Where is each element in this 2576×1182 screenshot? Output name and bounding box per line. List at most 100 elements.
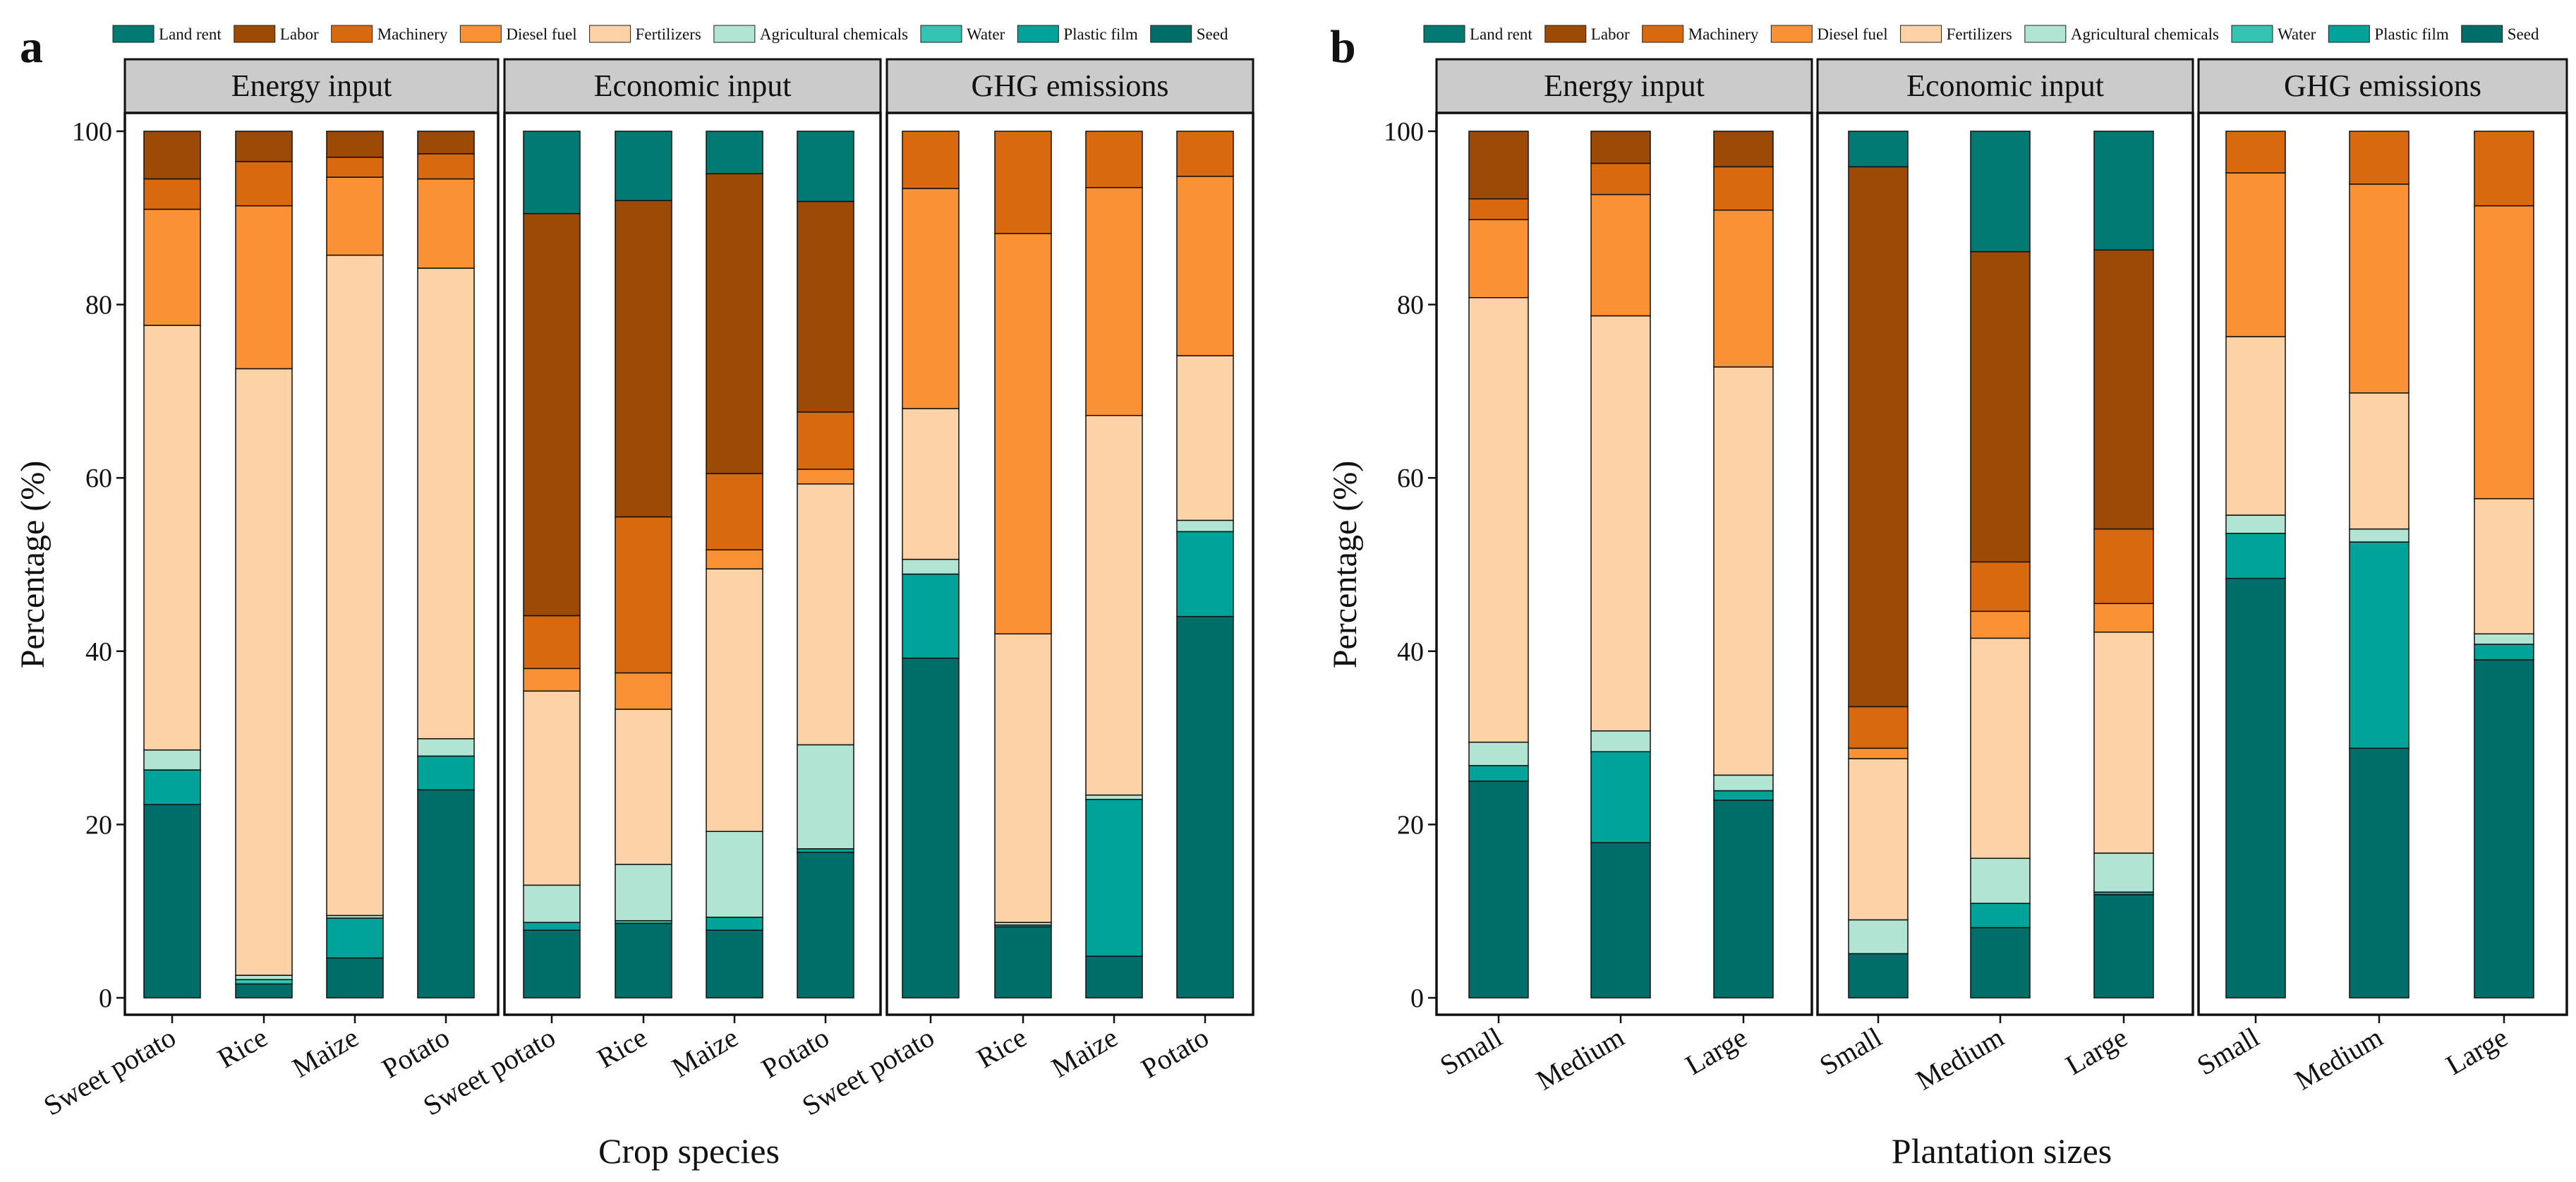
bar-segment-agricultural-chemicals <box>706 831 763 918</box>
legend-swatch-fertilizers <box>1900 25 1942 43</box>
bar-segment-water <box>235 979 293 985</box>
facet-title: GHG emissions <box>972 68 1169 103</box>
x-tick-label: Rice <box>592 1021 653 1075</box>
bar-segment-diesel-fuel <box>143 208 201 326</box>
bar-segment-plastic-film <box>326 917 384 959</box>
bar-segment-labor <box>1468 131 1529 200</box>
bar-segment-agricultural-chemicals <box>615 864 672 922</box>
legend-swatch-land-rent <box>1423 25 1465 43</box>
legend-label-plastic-film: Plastic film <box>2374 25 2449 43</box>
bar-segment-labor <box>523 212 581 617</box>
bar-segment-agricultural-chemicals <box>1590 730 1651 752</box>
bar-segment-seed <box>417 789 475 999</box>
facet-title: Energy input <box>231 68 392 103</box>
bar-segment-land-rent <box>1848 131 1909 168</box>
facet-title: Economic input <box>594 68 792 103</box>
legend-label-labor: Labor <box>1591 25 1630 43</box>
bar-segment-diesel-fuel <box>2474 205 2534 500</box>
facet-ghg-emissions: GHG emissions Small Medium Large <box>2191 58 2568 1097</box>
bar-segment-seed <box>706 929 763 999</box>
x-tick-label: Large <box>1680 1021 1753 1081</box>
bar-segment-machinery <box>615 516 672 674</box>
bar-segment-diesel-fuel <box>1848 747 1909 759</box>
bar-segment-labor <box>326 131 384 158</box>
bar-stack-large <box>1713 131 1774 999</box>
panel-a: a Land rent Labor Machinery Diesel fuel Ferti… <box>14 21 1254 1171</box>
bar-segment-labor <box>615 200 672 518</box>
y-tick-label: 60 <box>1397 464 1424 493</box>
bar-segment-plastic-film <box>902 573 960 659</box>
bar-segment-fertilizers <box>1176 355 1234 521</box>
bar-stack-medium <box>2349 131 2409 999</box>
bar-segment-labor <box>143 131 201 180</box>
bar-segment-seed <box>1176 615 1234 999</box>
facet-economic-input: Economic input Small Medium Large <box>1814 58 2194 1097</box>
x-tick-label: Medium <box>2290 1021 2388 1097</box>
legend-label-seed: Seed <box>2508 25 2539 43</box>
bar-segment-labor <box>1848 166 1909 708</box>
bar-segment-fertilizers <box>1468 297 1529 743</box>
legend-label-diesel-fuel: Diesel fuel <box>506 25 576 43</box>
bar-stack-rice <box>235 131 293 999</box>
bar-segment-seed <box>797 851 854 999</box>
bar-segment-fertilizers <box>1970 637 2031 860</box>
bar-segment-diesel-fuel <box>2349 183 2409 394</box>
bar-segment-seed <box>2349 747 2409 999</box>
x-tick-label: Rice <box>212 1021 273 1075</box>
bar-segment-fertilizers <box>1085 415 1143 796</box>
y-tick-label: 80 <box>1397 291 1424 320</box>
bar-segment-machinery <box>797 411 854 470</box>
y-tick-label: 40 <box>1397 637 1424 667</box>
bar-segment-labor <box>706 173 763 474</box>
legend-swatch-water <box>920 25 962 43</box>
bar-segment-diesel-fuel <box>797 469 854 485</box>
legend-label-fertilizers: Fertilizers <box>1947 25 2012 43</box>
bar-segment-diesel-fuel <box>1970 610 2031 639</box>
x-axis-label: Crop species <box>598 1131 780 1171</box>
legend-label-agricultural-chemicals: Agricultural chemicals <box>2071 25 2219 43</box>
x-tick-label: Small <box>2191 1021 2264 1082</box>
bar-segment-land-rent <box>523 131 581 215</box>
bar-segment-machinery <box>706 473 763 550</box>
legend-label-machinery: Machinery <box>1688 25 1759 43</box>
legend-swatch-plastic-film <box>2328 25 2370 43</box>
bar-segment-fertilizers <box>2225 336 2286 516</box>
bar-segment-seed <box>143 804 201 999</box>
bar-segment-machinery <box>2225 131 2286 174</box>
bar-segment-seed <box>1713 800 1774 999</box>
facet-strip <box>2197 58 2568 114</box>
bar-segment-diesel-fuel <box>706 549 763 569</box>
panel-letter: b <box>1330 21 1356 73</box>
bar-segment-agricultural-chemicals <box>417 738 475 757</box>
facet-strip <box>1435 58 1813 114</box>
facet-border <box>1435 111 1813 1016</box>
legend-swatch-machinery <box>331 25 373 43</box>
bar-segment-machinery <box>143 178 201 210</box>
bar-segment-plastic-film <box>1085 799 1143 957</box>
legend-label-land-rent: Land rent <box>1470 25 1532 43</box>
bar-segment-agricultural-chemicals <box>2093 852 2154 893</box>
bar-segment-fertilizers <box>706 568 763 832</box>
legend-swatch-agricultural-chemicals <box>713 25 756 43</box>
bar-segment-labor <box>1590 131 1651 164</box>
x-tick-label: Sweet potato <box>38 1021 181 1122</box>
bar-segment-agricultural-chemicals <box>1970 857 2031 904</box>
facet-title: Energy input <box>1544 68 1705 103</box>
bar-segment-diesel-fuel <box>1590 193 1651 317</box>
bar-segment-labor <box>797 200 854 413</box>
bar-segment-fertilizers <box>2474 497 2534 634</box>
x-tick-label: Small <box>1434 1021 1507 1082</box>
bar-segment-seed <box>1590 842 1651 999</box>
bar-segment-labor <box>1970 251 2031 563</box>
bar-segment-land-rent <box>1970 131 2031 253</box>
bar-segment-agricultural-chemicals <box>1848 919 1909 955</box>
bar-segment-seed <box>994 926 1052 999</box>
legend-label-plastic-film: Plastic film <box>1063 25 1138 43</box>
bar-segment-seed <box>2225 577 2286 999</box>
bar-stack-rice <box>994 131 1052 999</box>
bar-segment-agricultural-chemicals <box>797 744 854 850</box>
y-tick-label: 20 <box>85 810 112 840</box>
bar-stack-small <box>2225 131 2286 999</box>
bar-segment-diesel-fuel <box>994 233 1052 634</box>
